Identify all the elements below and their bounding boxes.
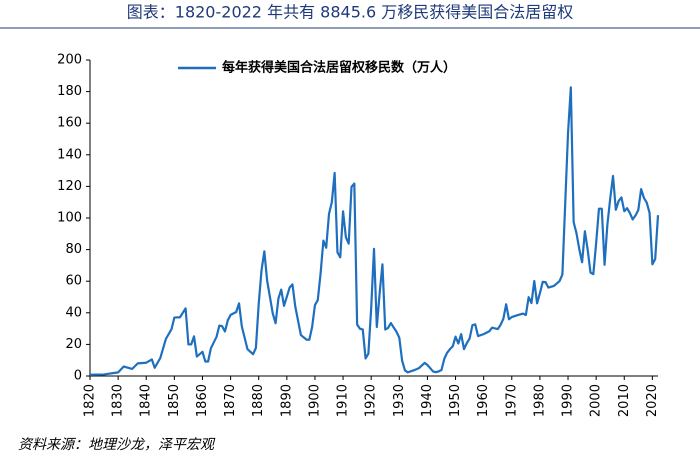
data-line xyxy=(89,86,660,376)
x-tick-label: 1880 xyxy=(251,384,266,417)
x-tick-label: 1930 xyxy=(392,384,407,417)
x-tick-label: 2000 xyxy=(589,384,604,417)
x-tick-label: 1840 xyxy=(139,384,154,417)
y-tick-label: 140 xyxy=(57,147,82,162)
chart-title: 图表：1820-2022 年共有 8845.6 万移民获得美国合法居留权 xyxy=(127,3,573,22)
source: 资料来源：地理沙龙，泽平宏观 xyxy=(18,437,216,453)
x-tick-label: 1910 xyxy=(336,384,351,417)
y-tick-label: 60 xyxy=(65,274,82,289)
x-tick-label: 1850 xyxy=(167,384,182,417)
x-tick-label: 1920 xyxy=(364,384,379,417)
y-tick-label: 180 xyxy=(57,84,82,99)
x-tick-label: 1830 xyxy=(111,384,126,417)
x-tick-label: 1990 xyxy=(561,384,576,417)
y-tick-label: 160 xyxy=(57,116,82,131)
legend-label: 每年获得美国合法居留权移民数（万人） xyxy=(222,60,456,76)
y-tick-label: 120 xyxy=(57,179,82,194)
y-tick-label: 40 xyxy=(65,305,82,320)
x-tick-label: 1950 xyxy=(448,384,463,417)
x-tick-label: 1980 xyxy=(532,384,547,417)
y-tick-label: 20 xyxy=(65,337,82,352)
x-tick-label: 2020 xyxy=(645,384,660,417)
x-tick-label: 1940 xyxy=(420,384,435,417)
y-tick-label: 0 xyxy=(74,369,82,384)
x-tick-label: 1860 xyxy=(195,384,210,417)
x-tick-label: 1870 xyxy=(223,384,238,417)
y-tick-label: 100 xyxy=(57,211,82,226)
x-tick-label: 1960 xyxy=(476,384,491,417)
x-tick-label: 1900 xyxy=(307,384,322,417)
title-bar xyxy=(0,0,700,26)
x-tick-label: 2010 xyxy=(617,384,632,417)
x-tick-label: 1970 xyxy=(504,384,519,417)
y-tick-label: 200 xyxy=(57,53,82,68)
x-tick-label: 1890 xyxy=(279,384,294,417)
x-tick-label: 1820 xyxy=(83,384,98,417)
y-tick-label: 80 xyxy=(65,242,82,257)
